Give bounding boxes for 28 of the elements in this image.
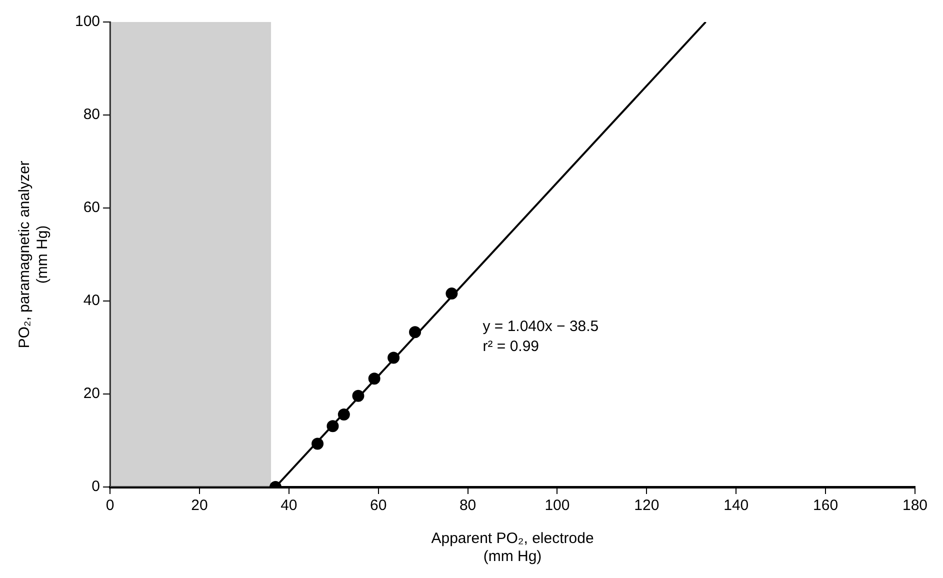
x-tick-label: 120 — [634, 497, 660, 514]
point — [409, 326, 422, 338]
x-tick-label: 180 — [902, 497, 928, 514]
x-tick-label: 140 — [724, 497, 749, 514]
point — [338, 408, 350, 420]
annotation: y = 1.040x − 38.5 — [482, 318, 599, 336]
annotation: r² = 0.99 — [482, 338, 540, 356]
x-tick-label: 60 — [370, 497, 387, 514]
x-tick-label: 160 — [813, 497, 838, 514]
y-tick-label: 60 — [83, 199, 100, 216]
point — [326, 420, 339, 432]
y-tick-label: 100 — [74, 13, 100, 30]
x-axis-title: Apparent PO₂, electrode (mm Hg) — [431, 530, 594, 566]
y-tick-label: 20 — [83, 385, 100, 402]
x-tick-label: 100 — [544, 497, 570, 514]
y-tick-label: 80 — [83, 106, 100, 124]
x-tick-label: 20 — [191, 497, 208, 514]
point — [312, 438, 324, 450]
point — [388, 352, 400, 364]
y-tick-label: 40 — [83, 292, 100, 310]
x-tick-label: 0 — [106, 497, 114, 514]
point — [368, 372, 380, 385]
point — [352, 390, 364, 402]
point — [446, 288, 458, 300]
x-tick-label: 80 — [459, 497, 476, 514]
y-tick-label: 0 — [92, 478, 100, 496]
y-axis-title: PO₂, paramagnetic analyzer (mm Hg) — [16, 160, 52, 348]
x-tick-label: 40 — [280, 497, 298, 514]
